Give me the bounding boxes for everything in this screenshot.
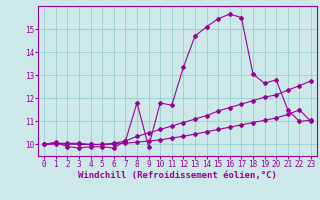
X-axis label: Windchill (Refroidissement éolien,°C): Windchill (Refroidissement éolien,°C) — [78, 171, 277, 180]
